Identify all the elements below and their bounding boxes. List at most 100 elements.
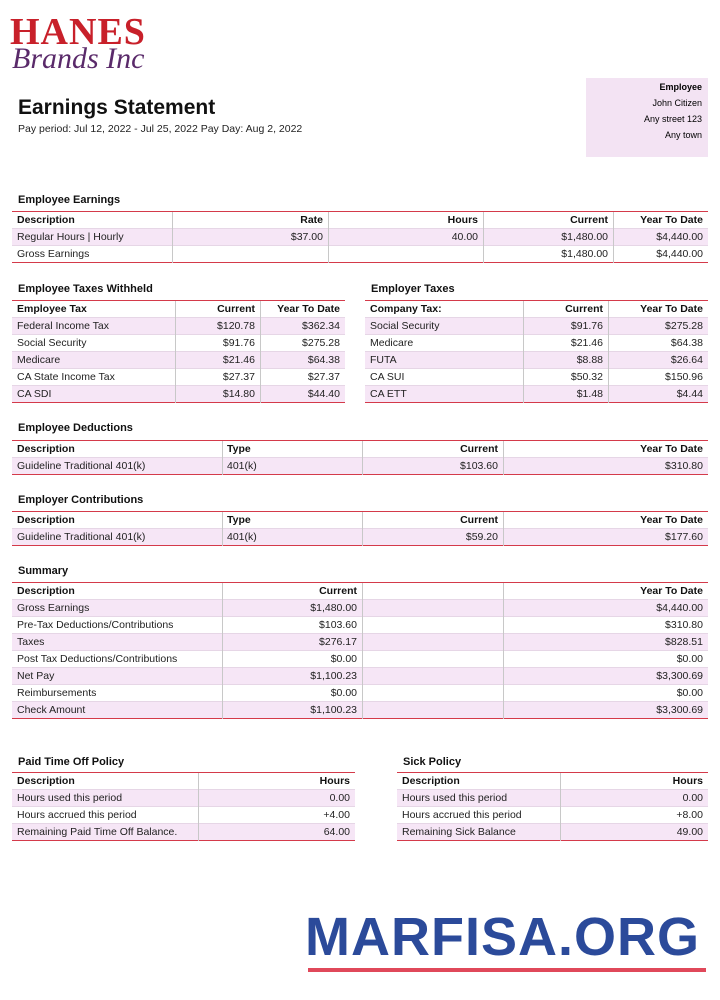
table-cell: Pre-Tax Deductions/Contributions	[17, 619, 174, 631]
section-title: Employee Earnings	[18, 194, 121, 206]
row-line	[12, 262, 708, 263]
col-line	[260, 352, 261, 369]
table-rule	[12, 300, 345, 301]
table-rule	[12, 440, 708, 441]
table-cell: Taxes	[17, 636, 45, 648]
table-cell: Medicare	[370, 337, 414, 349]
col-line	[222, 668, 223, 685]
row-bg	[365, 318, 708, 335]
table-cell: 401(k)	[227, 531, 257, 543]
logo-top: HANES	[10, 11, 146, 53]
table-cell: $91.76	[570, 320, 603, 332]
col-line	[172, 212, 173, 229]
col-line	[503, 583, 504, 600]
table-cell: $8.88	[576, 354, 603, 366]
table-cell: FUTA	[370, 354, 397, 366]
row-line	[12, 616, 708, 617]
table-cell: $120.78	[217, 320, 255, 332]
col-line	[222, 600, 223, 617]
col-line	[483, 212, 484, 229]
table-cell: $26.64	[670, 354, 703, 366]
table-cell: $1,100.23	[310, 704, 357, 716]
col-line	[172, 246, 173, 263]
table-cell: Social Security	[17, 337, 87, 349]
col-line	[175, 386, 176, 403]
col-line	[260, 301, 261, 318]
column-header: Description	[17, 214, 75, 226]
employee-line: Any town	[664, 130, 702, 140]
table-cell: Remaining Sick Balance	[402, 826, 516, 838]
col-line	[503, 685, 504, 702]
column-header: Description	[17, 585, 75, 597]
table-cell: Federal Income Tax	[17, 320, 110, 332]
table-cell: Check Amount	[17, 704, 86, 716]
table-cell: 40.00	[451, 231, 478, 243]
row-bg	[12, 824, 355, 841]
section-title: Sick Policy	[403, 756, 462, 768]
section-title: Employer Contributions	[18, 494, 144, 506]
col-line	[222, 458, 223, 475]
col-line	[260, 386, 261, 403]
column-header: Year To Date	[640, 303, 703, 315]
row-line	[12, 701, 708, 702]
table-cell: $3,300.69	[656, 704, 703, 716]
col-line	[222, 685, 223, 702]
table-cell: $27.37	[222, 371, 255, 383]
col-line	[523, 386, 524, 403]
employee-heading: Employee	[659, 82, 702, 92]
table-cell: $0.00	[676, 687, 703, 699]
table-cell: $103.60	[319, 619, 357, 631]
col-line	[608, 386, 609, 403]
col-line	[608, 301, 609, 318]
table-cell: Guideline Traditional 401(k)	[17, 531, 146, 543]
table-cell: $1,480.00	[561, 231, 608, 243]
column-header: Rate	[300, 214, 323, 226]
table-cell: $362.34	[302, 320, 340, 332]
col-line	[260, 318, 261, 335]
col-line	[198, 807, 199, 824]
col-line	[172, 229, 173, 246]
table-cell: Hours used this period	[402, 792, 508, 804]
col-line	[503, 634, 504, 651]
col-line	[560, 773, 561, 790]
col-line	[362, 441, 363, 458]
table-cell: Hours accrued this period	[17, 809, 137, 821]
row-line	[12, 599, 708, 600]
col-line	[362, 458, 363, 475]
table-cell: $0.00	[676, 653, 703, 665]
row-line	[365, 402, 708, 403]
col-line	[222, 512, 223, 529]
table-cell: CA ETT	[370, 388, 407, 400]
table-cell: $37.00	[290, 231, 323, 243]
table-cell	[328, 246, 483, 263]
table-cell: $1,100.23	[310, 670, 357, 682]
row-line	[12, 351, 345, 352]
column-header: Hours	[447, 214, 478, 226]
row-bg	[12, 318, 345, 335]
col-line	[613, 212, 614, 229]
table-cell: $27.37	[307, 371, 340, 383]
row-bg	[12, 229, 708, 246]
table-cell: 401(k)	[227, 460, 257, 472]
col-line	[222, 651, 223, 668]
column-header: Company Tax:	[370, 303, 442, 315]
employee-line: John Citizen	[652, 98, 702, 108]
column-header: Year To Date	[277, 303, 340, 315]
table-cell: $4,440.00	[656, 248, 703, 260]
col-line	[362, 583, 363, 600]
table-cell: $21.46	[570, 337, 603, 349]
table-cell: $275.28	[302, 337, 340, 349]
row-line	[12, 474, 708, 475]
column-header: Year To Date	[640, 214, 703, 226]
row-line	[12, 334, 345, 335]
table-cell: $276.17	[319, 636, 357, 648]
row-line	[12, 228, 708, 229]
watermark: MARFISA.ORG	[305, 907, 700, 967]
column-header: Current	[565, 303, 603, 315]
table-cell: $4.44	[676, 388, 703, 400]
row-bg	[12, 634, 708, 651]
col-line	[503, 617, 504, 634]
employee-line: Any street 123	[643, 114, 702, 124]
row-line	[12, 823, 355, 824]
row-bg	[12, 386, 345, 403]
